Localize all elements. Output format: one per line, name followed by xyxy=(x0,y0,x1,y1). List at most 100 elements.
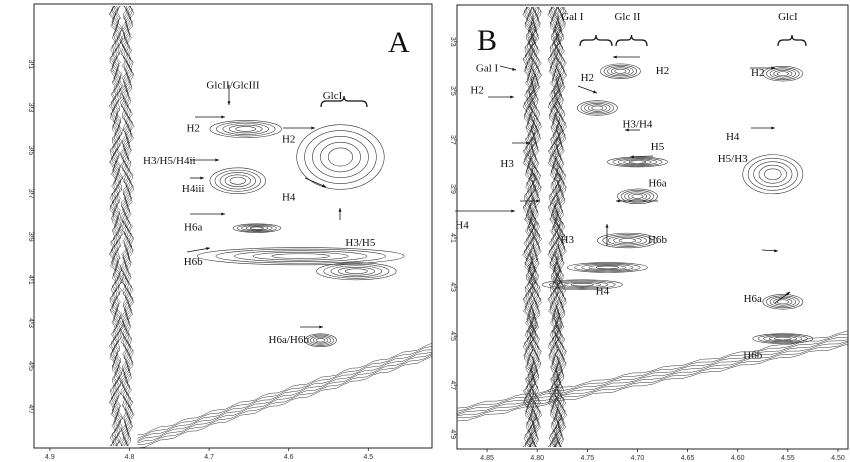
peak-annotation: Glc II xyxy=(614,11,640,23)
cross-peak xyxy=(577,100,618,116)
cross-peak xyxy=(541,279,623,290)
cross-peak xyxy=(304,333,337,347)
y-tick-label: 3.3 xyxy=(27,103,34,113)
plot-frame xyxy=(33,3,433,449)
y-tick-label: 4.5 xyxy=(449,331,456,341)
y-tick-label: 3.5 xyxy=(27,146,34,156)
x-tick-label: 4.5 xyxy=(363,454,373,461)
cross-peak xyxy=(617,188,658,204)
x-tick-label: 4.60 xyxy=(731,455,745,462)
peak-annotation: H6a/H6b xyxy=(269,334,310,346)
peak-annotation: H2 xyxy=(186,123,199,135)
peak-annotation: H5 xyxy=(651,141,665,153)
peak-annotation: H6b xyxy=(648,234,667,246)
peak-annotation: Gal I xyxy=(561,11,584,23)
peak-annotation: H3 xyxy=(561,234,575,246)
x-tick-label: 4.65 xyxy=(681,455,695,462)
peak-annotation: H2 xyxy=(282,133,295,145)
group-brace xyxy=(615,34,648,47)
panel-B: 4.85 4.80 4.75 4.70 4.65 4.60 4.55 4.50 3.3 3.5 3.… xyxy=(449,4,849,462)
peak-annotation: H6a xyxy=(184,222,202,234)
vertical-ridge xyxy=(108,5,135,447)
peak-annotation: H2 xyxy=(751,67,764,79)
arrow-head xyxy=(510,95,514,99)
y-tick-label: 4.1 xyxy=(27,275,34,285)
y-tick-label: 4.7 xyxy=(449,380,456,390)
arrow-head xyxy=(227,101,231,105)
arrow-head xyxy=(512,67,516,71)
y-tick-label: 4.9 xyxy=(449,429,456,439)
vertical-ridge xyxy=(522,6,543,448)
cross-peak xyxy=(209,120,282,138)
cross-peak xyxy=(296,124,385,190)
y-tick-label: 3.3 xyxy=(449,37,456,47)
peak-annotation: H4 xyxy=(596,286,610,298)
y-tick-label: 3.5 xyxy=(449,86,456,96)
arrow-head xyxy=(322,184,326,187)
peak-annotation: H2 xyxy=(470,84,483,96)
arrow-head xyxy=(771,126,775,130)
y-tick-label: 4.3 xyxy=(27,318,34,328)
annotation-arrow xyxy=(186,247,211,253)
cross-peak xyxy=(762,294,804,310)
x-tick-label: 4.50 xyxy=(831,455,845,462)
peak-annotation: GlcII/GlcIII xyxy=(206,79,259,91)
x-tick-label: 4.55 xyxy=(781,455,795,462)
cross-peak xyxy=(607,156,668,168)
cross-peak xyxy=(752,333,814,344)
annotation-arrow xyxy=(629,155,654,158)
arrow-head xyxy=(338,208,342,212)
x-tick-label: 4.80 xyxy=(530,455,544,462)
diagonal-band xyxy=(456,330,849,422)
arrow-head xyxy=(511,209,515,213)
peak-annotation: H5/H3 xyxy=(718,153,748,165)
x-tick-label: 4.85 xyxy=(480,455,494,462)
cross-peak xyxy=(742,154,804,195)
annotation-arrow xyxy=(304,177,327,188)
x-tick-label: 4.8 xyxy=(125,454,135,461)
arrow-head xyxy=(593,90,597,94)
peak-annotation: H4iii xyxy=(182,183,205,195)
arrow-head xyxy=(221,212,225,216)
arrow-head xyxy=(215,158,219,162)
arrow-head xyxy=(771,66,775,70)
vertical-ridge xyxy=(547,6,568,448)
y-tick-label: 3.7 xyxy=(27,189,34,199)
arrow-head xyxy=(625,128,629,132)
cross-peak xyxy=(600,63,641,79)
arrow-head xyxy=(774,249,778,253)
arrow-head xyxy=(319,325,323,329)
peak-annotation: GlcI xyxy=(778,11,798,23)
peak-annotation: H3 xyxy=(500,158,514,170)
y-tick-label: 4.7 xyxy=(27,404,34,414)
y-tick-label: 3.7 xyxy=(449,135,456,145)
cross-peak xyxy=(566,262,648,273)
cross-peak xyxy=(762,66,804,82)
peak-annotation: H4 xyxy=(726,131,740,143)
cross-peak xyxy=(232,223,282,233)
x-tick-label: 4.75 xyxy=(581,455,595,462)
peak-annotation: H3/H5 xyxy=(345,237,375,249)
arrow-head xyxy=(536,199,540,203)
peak-annotation: H4 xyxy=(282,192,296,204)
arrow-head xyxy=(786,292,790,296)
x-tick-label: 4.70 xyxy=(631,455,645,462)
arrow-head xyxy=(630,155,634,159)
group-brace xyxy=(777,34,807,47)
arrow-head xyxy=(616,199,620,203)
arrow-head xyxy=(613,55,617,59)
peak-annotation: GlcI xyxy=(323,90,343,102)
x-tick-label: 4.7 xyxy=(204,454,214,461)
peak-annotation: H2 xyxy=(581,72,594,84)
plot-frame xyxy=(456,4,849,450)
y-tick-label: 3.9 xyxy=(449,184,456,194)
peak-annotation: H6b xyxy=(184,256,203,268)
peak-annotation: H6a xyxy=(744,293,762,305)
y-tick-label: 4.5 xyxy=(27,361,34,371)
peak-annotation: H3/H5/H4ii xyxy=(143,155,196,167)
peak-annotation: H6b xyxy=(743,349,762,361)
y-tick-label: 3.9 xyxy=(27,232,34,242)
x-tick-label: 4.6 xyxy=(284,454,294,461)
